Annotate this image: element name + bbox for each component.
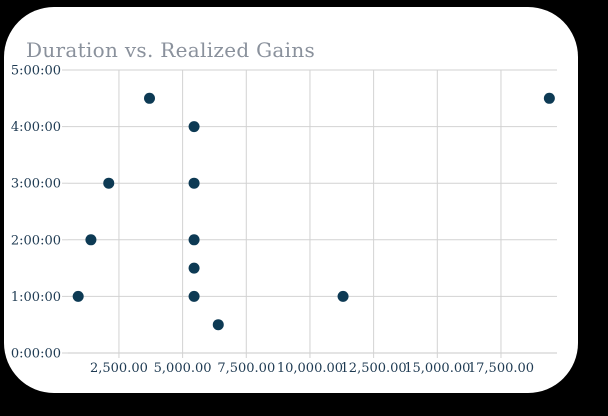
x-tick-label: 17,500.00 — [468, 361, 534, 376]
data-point[interactable] — [543, 92, 555, 104]
data-point[interactable] — [188, 290, 200, 302]
grid-lines — [68, 69, 557, 354]
x-tick-label: 10,000.00 — [277, 361, 343, 376]
data-points — [72, 92, 555, 331]
chart-card: Duration vs. Realized Gains — [4, 7, 578, 393]
data-point[interactable] — [188, 234, 200, 246]
x-tick-label: 15,000.00 — [404, 361, 470, 376]
x-tick-label: 12,500.00 — [341, 361, 407, 376]
x-tick-label: 7,500.00 — [217, 361, 275, 376]
data-point[interactable] — [337, 290, 349, 302]
y-tick-label: 4:00:00 — [11, 120, 61, 135]
data-point[interactable] — [188, 177, 200, 189]
data-point[interactable] — [188, 121, 200, 133]
y-tick-label: 0:00:00 — [11, 347, 61, 362]
chart-title: Duration vs. Realized Gains — [26, 38, 316, 62]
data-point[interactable] — [72, 290, 84, 302]
data-point[interactable] — [188, 262, 200, 274]
axis-labels: 5:00:00 4:00:00 3:00:00 2:00:00 1:00:00 0:00:… — [11, 64, 534, 377]
x-tick-label: 2,500.00 — [90, 361, 148, 376]
data-point[interactable] — [144, 92, 155, 104]
y-tick-label: 5:00:00 — [11, 64, 61, 79]
axis-ticks — [62, 69, 502, 358]
y-tick-label: 3:00:00 — [11, 177, 61, 192]
y-tick-label: 2:00:00 — [11, 233, 61, 248]
data-point[interactable] — [85, 234, 97, 246]
data-point[interactable] — [212, 319, 224, 331]
data-point[interactable] — [103, 177, 115, 189]
x-tick-label: 5,000.00 — [154, 361, 212, 376]
y-tick-label: 1:00:00 — [11, 290, 61, 305]
